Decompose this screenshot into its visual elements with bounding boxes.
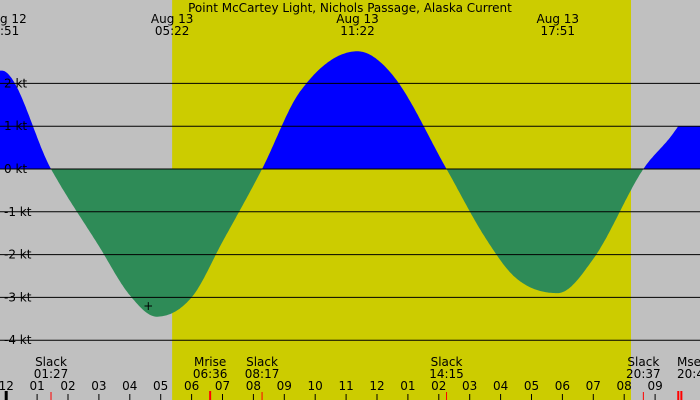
y-tick-label: -4 kt bbox=[4, 333, 32, 347]
midnight-tick bbox=[4, 391, 8, 400]
slack-time-label: 08:17 bbox=[245, 367, 280, 381]
moonphase-tick bbox=[209, 391, 212, 400]
flood-current-area bbox=[0, 70, 51, 169]
event-labels: Slack01:27Slack08:17Slack14:15Slack20:37… bbox=[34, 355, 700, 400]
slack-time-label: 20:37 bbox=[626, 367, 661, 381]
hour-tick bbox=[654, 394, 656, 400]
slack-label: Slack bbox=[246, 355, 278, 369]
hour-tick bbox=[98, 394, 100, 400]
hour-tick bbox=[623, 394, 625, 400]
hour-label: 12 bbox=[0, 379, 14, 393]
hour-label: 01 bbox=[400, 379, 415, 393]
x-axis-hour-labels: 1112010203040506070809101112010203040506… bbox=[0, 379, 663, 400]
hour-tick bbox=[469, 394, 471, 400]
hour-label: 05 bbox=[524, 379, 539, 393]
y-tick-label: 2 kt bbox=[4, 76, 27, 90]
flood-current-area bbox=[262, 51, 447, 169]
hour-label: 04 bbox=[122, 379, 137, 393]
y-axis-labels: 2 kt 1 kt 0 kt -1 kt -2 kt -3 kt -4 kt bbox=[4, 76, 32, 347]
hour-label: 10 bbox=[308, 379, 323, 393]
slack-label: Slack bbox=[431, 355, 463, 369]
hour-label: 02 bbox=[60, 379, 75, 393]
hour-label: 07 bbox=[215, 379, 230, 393]
hour-tick bbox=[345, 394, 347, 400]
hour-tick bbox=[314, 394, 316, 400]
slack-label: Slack bbox=[35, 355, 67, 369]
slack-tick bbox=[446, 392, 448, 400]
hour-label: 12 bbox=[369, 379, 384, 393]
y-tick-label: -3 kt bbox=[4, 290, 32, 304]
moon-event-label: Mrise bbox=[194, 355, 226, 369]
annotations: + bbox=[143, 299, 153, 313]
ebb-current-area bbox=[446, 169, 644, 294]
slack-time-label: 01:27 bbox=[34, 367, 69, 381]
slack-label: Slack bbox=[627, 355, 659, 369]
extrema-date-label: Aug 13 bbox=[537, 12, 580, 26]
hour-label: 08 bbox=[617, 379, 632, 393]
moon-event-label: Mse bbox=[677, 355, 700, 369]
hour-tick bbox=[561, 394, 563, 400]
moonphase-tick bbox=[677, 391, 680, 400]
current-areas bbox=[0, 51, 700, 317]
slack-tick bbox=[642, 392, 644, 400]
hour-label: 11 bbox=[338, 379, 353, 393]
hour-label: 02 bbox=[431, 379, 446, 393]
hour-tick bbox=[252, 394, 254, 400]
annotation-marker: + bbox=[143, 299, 153, 313]
hour-label: 01 bbox=[29, 379, 44, 393]
hour-tick bbox=[191, 394, 193, 400]
hour-tick bbox=[283, 394, 285, 400]
y-tick-label: -1 kt bbox=[4, 205, 32, 219]
extrema-date-label: Aug 13 bbox=[151, 12, 194, 26]
extrema-time-label: 17:51 bbox=[540, 24, 575, 38]
hour-tick bbox=[36, 394, 38, 400]
flood-current-area bbox=[643, 126, 700, 169]
hour-tick bbox=[438, 394, 440, 400]
slack-tick bbox=[50, 392, 52, 400]
hour-label: 08 bbox=[246, 379, 261, 393]
hour-tick bbox=[531, 394, 532, 400]
hour-label: 09 bbox=[277, 379, 292, 393]
hour-tick bbox=[592, 394, 594, 400]
hour-tick bbox=[222, 394, 223, 400]
hour-label: 06 bbox=[555, 379, 570, 393]
slack-tick bbox=[261, 392, 263, 400]
y-tick-label: 0 kt bbox=[4, 162, 27, 176]
extrema-date-label: Aug 13 bbox=[336, 12, 379, 26]
y-tick-label: 1 kt bbox=[4, 119, 27, 133]
y-tick-label: -2 kt bbox=[4, 248, 32, 262]
hour-tick bbox=[500, 394, 502, 400]
extrema-date-label: g 12 bbox=[0, 12, 27, 26]
hour-tick bbox=[376, 394, 378, 400]
hour-label: 07 bbox=[586, 379, 601, 393]
hour-tick bbox=[129, 394, 131, 400]
hour-label: 09 bbox=[647, 379, 662, 393]
moonphase-tick bbox=[680, 391, 683, 400]
hour-tick bbox=[67, 394, 69, 400]
slack-time-label: 14:15 bbox=[429, 367, 464, 381]
ebb-current-area bbox=[51, 169, 263, 317]
hour-tick bbox=[160, 394, 162, 400]
hour-label: 05 bbox=[153, 379, 168, 393]
extrema-time-label: 11:22 bbox=[340, 24, 375, 38]
chart-title: Point McCartey Light, Nichols Passage, A… bbox=[188, 1, 512, 15]
extrema-time-label: 05:22 bbox=[155, 24, 190, 38]
gridlines bbox=[0, 82, 700, 341]
hour-label: 06 bbox=[184, 379, 199, 393]
hour-label: 04 bbox=[493, 379, 508, 393]
hour-label: 03 bbox=[462, 379, 477, 393]
hour-label: 03 bbox=[91, 379, 106, 393]
moon-event-time-label: 06:36 bbox=[193, 367, 228, 381]
hour-tick bbox=[407, 394, 409, 400]
moon-event-time-label: 20:4 bbox=[677, 367, 700, 381]
extrema-time-label: :51 bbox=[0, 24, 19, 38]
